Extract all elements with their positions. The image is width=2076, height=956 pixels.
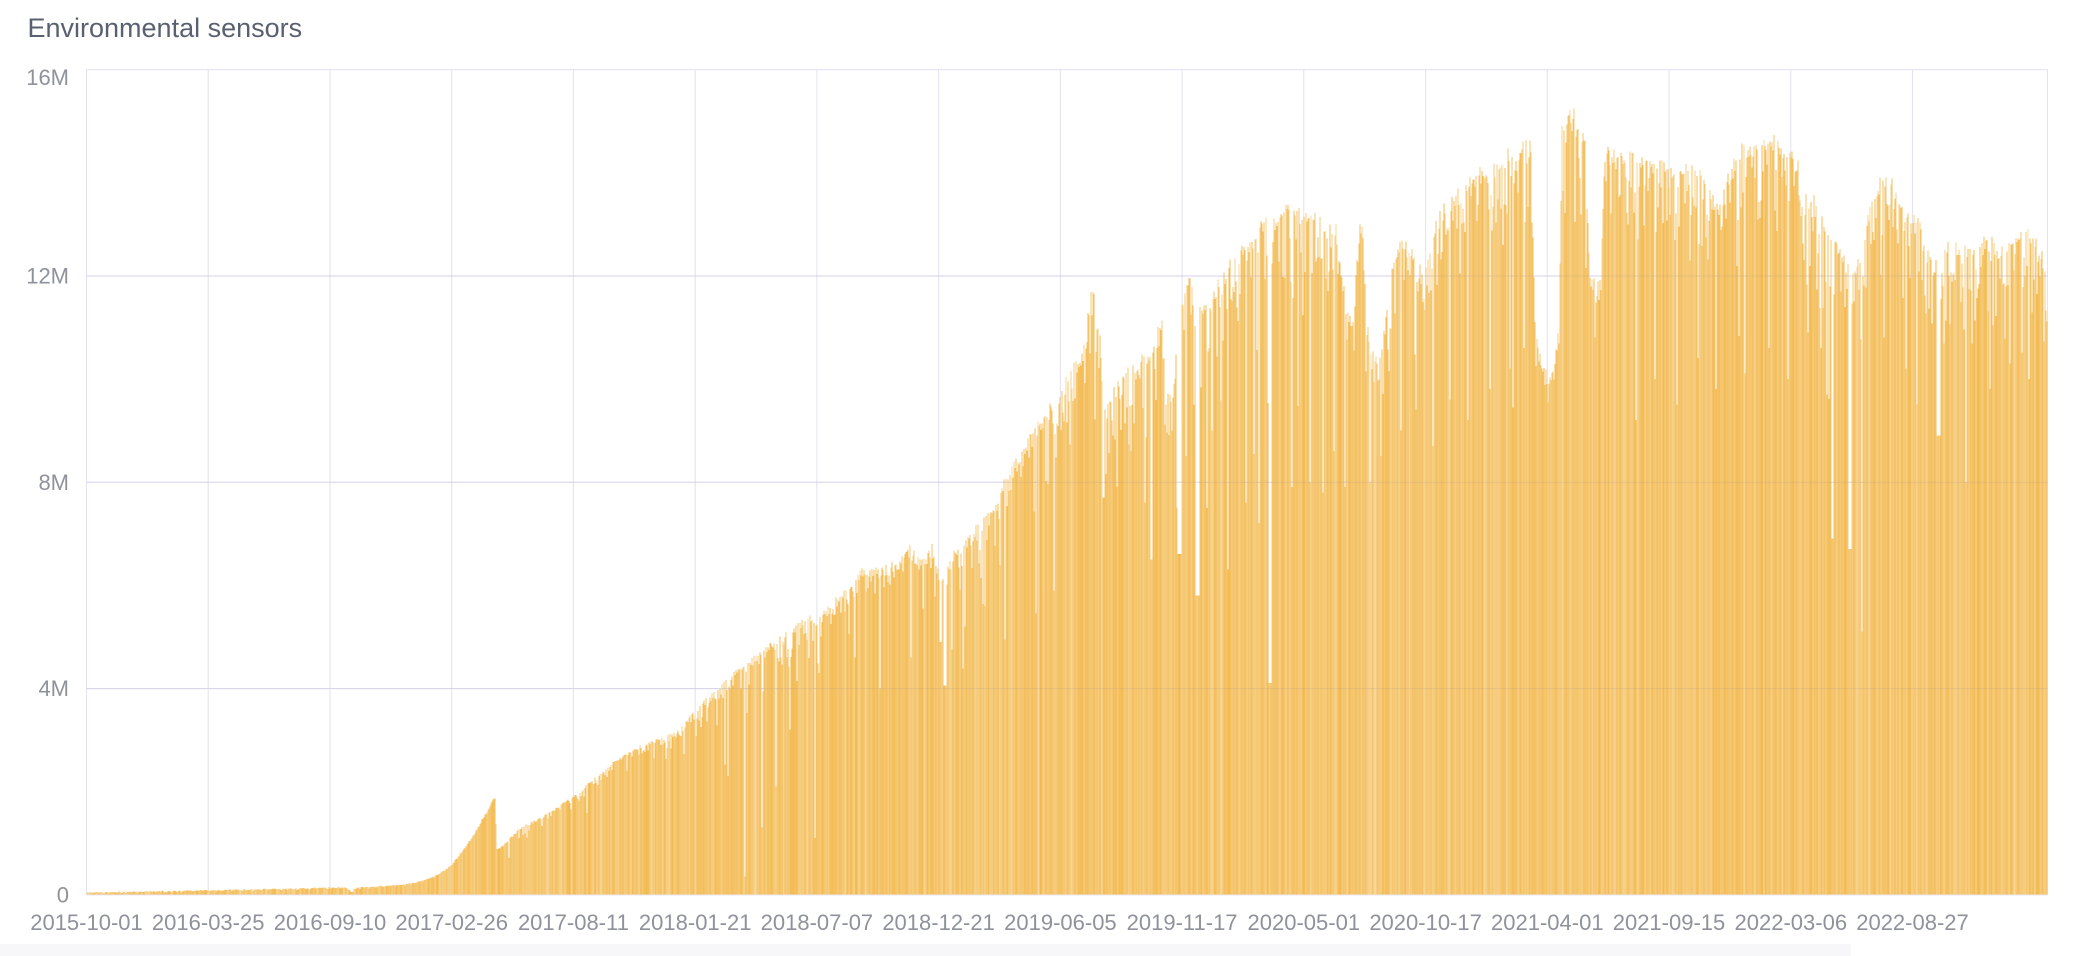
svg-text:2021-09-15: 2021-09-15 bbox=[1613, 910, 1726, 935]
svg-text:2022-03-06: 2022-03-06 bbox=[1735, 910, 1848, 935]
svg-text:8M: 8M bbox=[38, 470, 69, 495]
svg-text:2018-12-21: 2018-12-21 bbox=[882, 910, 995, 935]
svg-text:2017-08-11: 2017-08-11 bbox=[518, 910, 629, 935]
svg-text:2020-05-01: 2020-05-01 bbox=[1248, 910, 1361, 935]
svg-text:0: 0 bbox=[57, 882, 69, 907]
svg-text:2015-10-01: 2015-10-01 bbox=[30, 910, 143, 935]
svg-text:2018-07-07: 2018-07-07 bbox=[761, 910, 874, 935]
svg-text:2020-10-17: 2020-10-17 bbox=[1369, 910, 1482, 935]
svg-text:Environmental sensors: Environmental sensors bbox=[28, 13, 303, 43]
svg-text:2019-11-17: 2019-11-17 bbox=[1127, 910, 1238, 935]
svg-text:16M: 16M bbox=[26, 65, 69, 90]
svg-text:2018-01-21: 2018-01-21 bbox=[639, 910, 752, 935]
svg-text:4M: 4M bbox=[38, 676, 69, 701]
svg-text:2017-02-26: 2017-02-26 bbox=[395, 910, 508, 935]
svg-text:2016-03-25: 2016-03-25 bbox=[152, 910, 265, 935]
svg-text:12M: 12M bbox=[26, 264, 69, 289]
svg-text:2019-06-05: 2019-06-05 bbox=[1004, 910, 1117, 935]
svg-text:2021-04-01: 2021-04-01 bbox=[1491, 910, 1604, 935]
svg-text:2022-08-27: 2022-08-27 bbox=[1856, 910, 1969, 935]
svg-text:2016-09-10: 2016-09-10 bbox=[274, 910, 387, 935]
